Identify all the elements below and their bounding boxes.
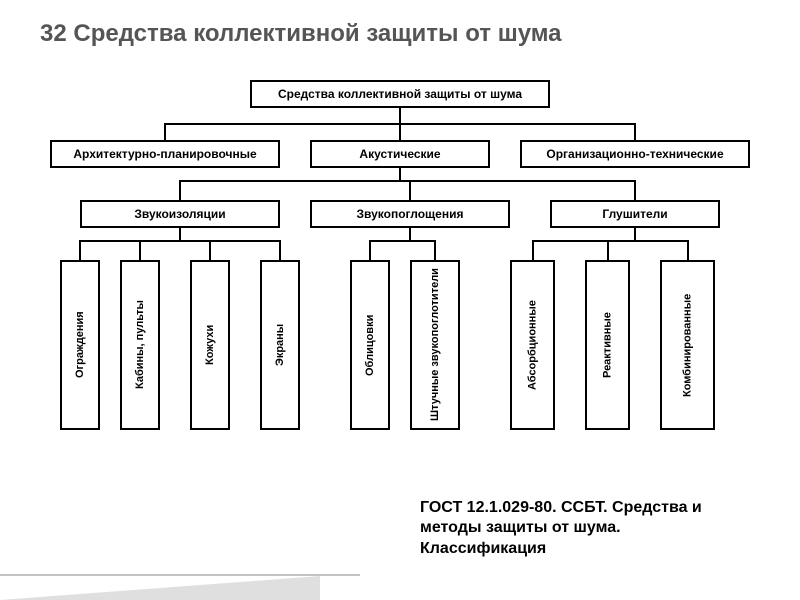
connector-line xyxy=(369,240,436,242)
footer-citation: ГОСТ 12.1.029-80. ССБТ. Средства и метод… xyxy=(420,498,740,560)
level2-box-2: Организационно-технические xyxy=(520,140,750,168)
connector-line xyxy=(409,228,411,240)
connector-line xyxy=(687,240,689,260)
connector-line xyxy=(179,180,636,182)
connector-line xyxy=(399,108,401,123)
connector-line xyxy=(179,228,181,240)
connector-line xyxy=(369,240,371,260)
connector-line xyxy=(399,168,401,180)
connector-line xyxy=(634,123,636,140)
connector-line xyxy=(179,180,181,200)
connector-line xyxy=(399,123,401,140)
connector-line xyxy=(532,240,534,260)
connector-line xyxy=(409,180,411,200)
connector-line xyxy=(607,240,609,260)
level2-box-1: Акустические xyxy=(310,140,490,168)
leaf-box-1: Кабины, пульты xyxy=(120,260,160,430)
root-box: Средства коллективной защиты от шума xyxy=(250,80,550,108)
leaf-box-6: Абсорбционные xyxy=(510,260,555,430)
slide-title-text: Средства коллективной защиты от шума xyxy=(73,20,561,47)
level3-box-2: Глушители xyxy=(550,200,720,228)
leaf-box-4: Облицовки xyxy=(350,260,390,430)
leaf-box-7: Реактивные xyxy=(585,260,630,430)
connector-line xyxy=(634,228,636,240)
leaf-box-2: Кожухи xyxy=(190,260,230,430)
leaf-box-5: Штучные звукопоглотители xyxy=(410,260,460,430)
connector-line xyxy=(164,123,166,140)
slide-title: 32 Средства коллективной защиты от шума xyxy=(40,20,562,48)
leaf-box-0: Ограждения xyxy=(60,260,100,430)
connector-line xyxy=(79,240,81,260)
level2-box-0: Архитектурно-планировочные xyxy=(50,140,280,168)
leaf-box-8: Комбинированные xyxy=(660,260,715,430)
connector-line xyxy=(634,180,636,200)
decorative-line xyxy=(0,574,360,576)
connector-line xyxy=(279,240,281,260)
leaf-box-3: Экраны xyxy=(260,260,300,430)
decorative-wedge xyxy=(0,576,320,600)
slide-number: 32 xyxy=(40,20,67,47)
connector-line xyxy=(79,240,281,242)
hierarchy-diagram: Средства коллективной защиты от шума Архи… xyxy=(50,80,750,450)
connector-line xyxy=(139,240,141,260)
level3-box-0: Звукоизоляции xyxy=(80,200,280,228)
connector-line xyxy=(434,240,436,260)
connector-line xyxy=(209,240,211,260)
connector-line xyxy=(532,240,689,242)
level3-box-1: Звукопоглощения xyxy=(310,200,510,228)
